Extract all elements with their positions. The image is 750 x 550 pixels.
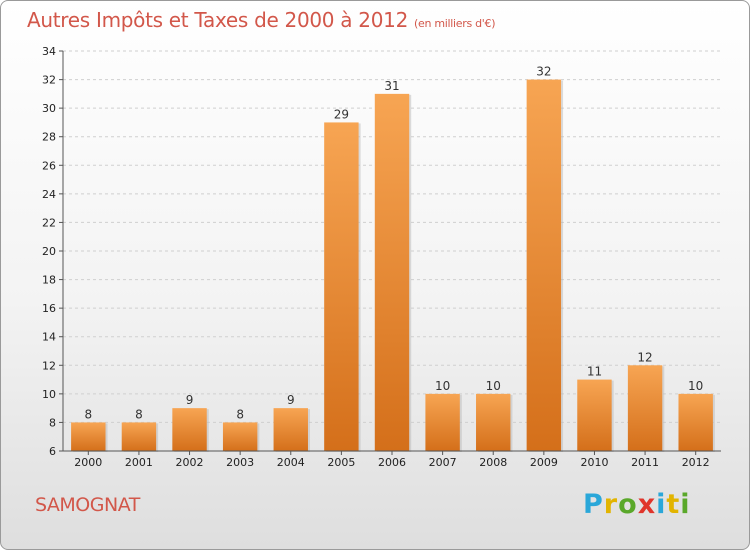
- logo-letter: o: [618, 489, 638, 520]
- x-tick-label: 2004: [277, 456, 305, 469]
- logo-letter: i: [656, 489, 667, 520]
- bar-2011: [627, 365, 663, 451]
- y-tick-label: 28: [42, 131, 56, 144]
- bar-2012: [678, 393, 713, 451]
- bar-2009: [526, 79, 562, 452]
- y-tick-label: 30: [42, 102, 56, 115]
- logo-letter: P: [583, 489, 604, 520]
- x-tick-label: 2000: [74, 456, 102, 469]
- bar-value-label: 12: [637, 350, 652, 364]
- x-tick-label: 2009: [530, 456, 558, 469]
- bar-2001: [121, 422, 157, 451]
- bar-value-label: 31: [384, 79, 399, 93]
- bar-value-label: 29: [334, 107, 349, 121]
- commune-name: SAMOGNAT: [35, 494, 140, 516]
- x-axis: 2000 2001 2002 2003 2004 2005 2006 2007 2008 2009…: [63, 450, 721, 469]
- bar-value-label: 8: [84, 407, 92, 421]
- bar-value-label: 11: [587, 365, 602, 379]
- x-tick-label: 2007: [429, 456, 457, 469]
- chart-unit: (en milliers d'€): [414, 17, 496, 30]
- x-tick-label: 2008: [479, 456, 507, 469]
- bars: 8 8 9 8 9 29 31 10 10 32 11 12 10: [71, 65, 715, 453]
- y-tick-label: 32: [42, 74, 56, 87]
- bar-2010: [577, 379, 612, 451]
- x-tick-label: 2003: [226, 456, 254, 469]
- bar-value-label: 10: [688, 379, 703, 393]
- y-tick-label: 26: [42, 159, 56, 172]
- proxiti-logo: Proxiti: [583, 489, 691, 520]
- bar-value-label: 32: [536, 65, 551, 79]
- bar-2008: [476, 393, 511, 451]
- y-tick-label: 24: [42, 188, 56, 201]
- y-tick-label: 8: [49, 416, 56, 429]
- y-tick-label: 16: [42, 302, 56, 315]
- y-tick-label: 18: [42, 274, 56, 287]
- bar-value-label: 8: [236, 407, 244, 421]
- bar-value-label: 9: [287, 393, 295, 407]
- bar-value-label: 9: [186, 393, 194, 407]
- logo-letter: i: [680, 489, 691, 520]
- logo-letter: r: [603, 489, 619, 520]
- bar-value-label: 10: [435, 379, 450, 393]
- logo-letter: x: [637, 489, 657, 520]
- y-tick-label: 12: [42, 359, 56, 372]
- x-tick-label: 2005: [327, 456, 355, 469]
- y-tick-label: 34: [42, 45, 56, 58]
- x-tick-label: 2002: [176, 456, 204, 469]
- x-tick-label: 2010: [580, 456, 608, 469]
- y-tick-label: 20: [42, 245, 56, 258]
- y-tick-label: 10: [42, 388, 56, 401]
- bar-2006: [374, 93, 410, 451]
- chart-title-text: Autres Impôts et Taxes de 2000 à 2012: [27, 8, 408, 32]
- bar-2007: [425, 393, 460, 451]
- y-tick-label: 6: [49, 445, 56, 458]
- bar-2002: [172, 408, 207, 451]
- bar-2005: [324, 122, 359, 451]
- bar-2003: [222, 422, 258, 451]
- chart-title: Autres Impôts et Taxes de 2000 à 2012 (en…: [27, 8, 495, 32]
- x-tick-label: 2011: [631, 456, 659, 469]
- y-axis: 6 8 10 12 14 16 18 20 22 24 26 28 30 32 34: [42, 45, 64, 458]
- bar-2004: [273, 408, 308, 451]
- y-tick-label: 22: [42, 216, 56, 229]
- bar-2000: [71, 422, 106, 451]
- x-tick-label: 2012: [682, 456, 710, 469]
- y-tick-label: 14: [42, 331, 56, 344]
- logo-letter: t: [666, 489, 681, 520]
- bar-value-label: 8: [135, 407, 143, 421]
- bar-value-label: 10: [486, 379, 501, 393]
- x-tick-label: 2006: [378, 456, 406, 469]
- x-tick-label: 2001: [125, 456, 153, 469]
